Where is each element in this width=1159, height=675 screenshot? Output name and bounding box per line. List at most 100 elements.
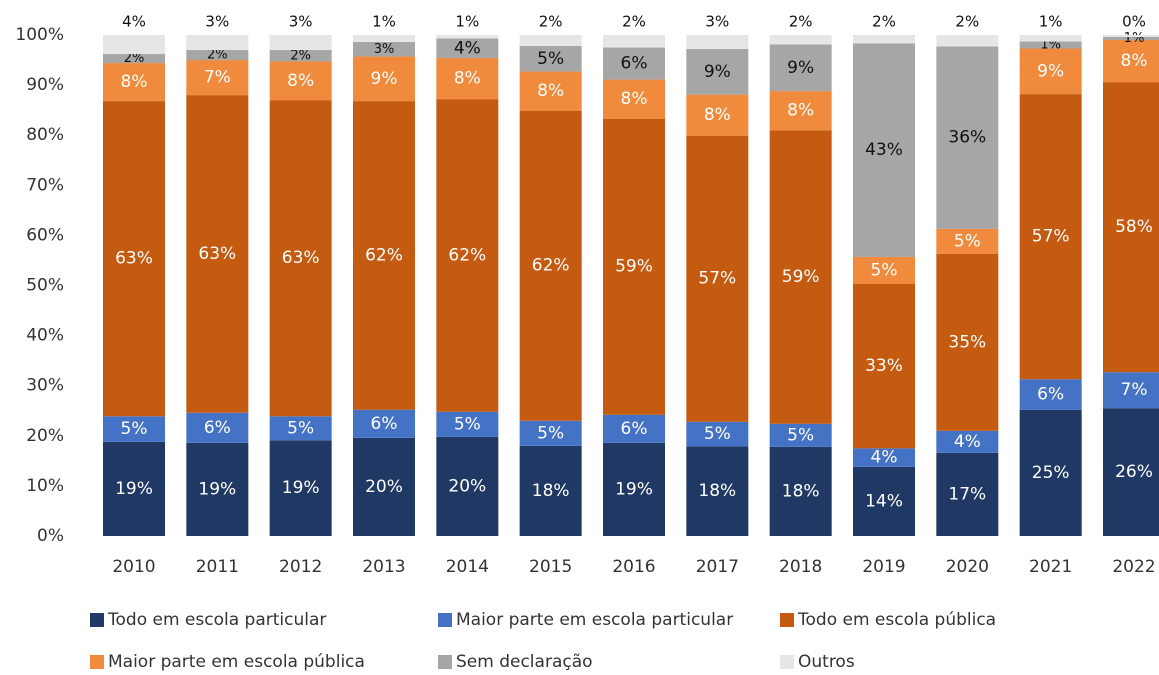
data-label: 8%	[787, 101, 814, 121]
bar-segment	[186, 95, 249, 413]
bar-segment	[853, 43, 915, 257]
data-label: 7%	[204, 68, 231, 88]
x-tick-label: 2019	[862, 557, 905, 577]
data-label: 2%	[290, 48, 311, 63]
data-label: 2%	[539, 13, 563, 31]
legend-label: Maior parte em escola pública	[108, 652, 365, 672]
data-label: 5%	[537, 49, 564, 69]
bar-segment	[603, 118, 665, 415]
data-label: 4%	[454, 38, 481, 58]
y-tick-label: 50%	[26, 276, 64, 296]
bar-segment	[1103, 35, 1159, 38]
bar-segment	[519, 46, 582, 72]
data-label: 9%	[787, 58, 814, 78]
data-label: 8%	[1121, 51, 1148, 71]
bar-segment	[186, 412, 249, 443]
data-label: 59%	[782, 267, 820, 287]
y-tick-label: 30%	[26, 376, 64, 396]
data-label: 58%	[1115, 217, 1153, 237]
bar-segment	[853, 466, 915, 536]
x-tick-label: 2011	[196, 557, 239, 577]
bar-segment	[1103, 82, 1159, 373]
data-label: 2%	[789, 13, 813, 31]
data-label: 63%	[115, 249, 153, 269]
data-label: 43%	[865, 140, 903, 160]
data-label: 57%	[1032, 227, 1070, 247]
bar-segment	[1103, 40, 1159, 83]
data-label: 62%	[448, 245, 486, 265]
data-label: 19%	[198, 479, 236, 499]
data-label: 20%	[448, 476, 486, 496]
data-label: 9%	[1037, 61, 1064, 81]
bar-segment	[769, 35, 832, 45]
data-label: 6%	[204, 418, 231, 438]
bar-segment	[103, 441, 165, 536]
data-label: 8%	[704, 105, 731, 125]
data-label: 9%	[371, 69, 398, 89]
bar-segment	[853, 256, 915, 284]
x-tick-label: 2016	[612, 557, 655, 577]
data-label: 19%	[115, 479, 153, 499]
data-label: 3%	[289, 13, 313, 31]
data-label: 17%	[948, 484, 986, 504]
data-label: 33%	[865, 356, 903, 376]
bar-segment	[686, 135, 749, 422]
data-label: 5%	[454, 414, 481, 434]
bar-segment	[1019, 379, 1082, 410]
data-label: 2%	[207, 48, 228, 63]
bar-segment	[686, 94, 749, 136]
bar-segment	[103, 54, 165, 64]
bar-segment	[1019, 35, 1082, 42]
data-label: 26%	[1115, 462, 1153, 482]
data-label: 4%	[954, 432, 981, 452]
data-label: 5%	[121, 419, 148, 439]
bar-segment	[769, 446, 832, 536]
bar-segment	[853, 35, 915, 44]
bar-segment	[353, 437, 415, 536]
data-label: 5%	[871, 260, 898, 280]
data-label: 1%	[372, 13, 396, 31]
bar-segment	[269, 440, 332, 536]
data-label: 14%	[865, 491, 903, 511]
data-label: 5%	[287, 418, 314, 438]
y-tick-label: 70%	[26, 175, 64, 195]
bar-segment	[1103, 372, 1159, 409]
data-label: 2%	[124, 51, 145, 66]
data-label: 0%	[1122, 13, 1146, 31]
legend-swatch	[90, 655, 104, 669]
data-label: 6%	[621, 54, 648, 74]
y-tick-label: 10%	[26, 476, 64, 496]
data-label: 1%	[455, 13, 479, 31]
x-tick-label: 2014	[446, 557, 489, 577]
bar-segment	[186, 442, 249, 536]
data-label: 5%	[954, 231, 981, 251]
bar-segment	[519, 71, 582, 111]
data-label: 5%	[537, 423, 564, 443]
data-label: 6%	[1037, 384, 1064, 404]
bar-segment	[1103, 37, 1159, 41]
bar-segment	[1103, 408, 1159, 536]
bar-segment	[686, 446, 749, 536]
bar-segment	[1019, 48, 1082, 95]
data-label: 3%	[205, 13, 229, 31]
data-label: 3%	[705, 13, 729, 31]
bar-segment	[769, 91, 832, 131]
data-label: 2%	[872, 13, 896, 31]
bar-segment	[353, 42, 415, 57]
data-label: 20%	[365, 477, 403, 497]
bar-segment	[853, 283, 915, 449]
data-label: 2%	[622, 13, 646, 31]
bar-segment	[269, 100, 332, 417]
bar-segment	[519, 445, 582, 536]
data-label: 59%	[615, 257, 653, 277]
legend-swatch	[90, 613, 104, 627]
bar-segment	[353, 101, 415, 410]
bar-segment	[436, 35, 499, 39]
bar-segment	[353, 56, 415, 102]
bar-segment	[436, 99, 499, 412]
bar-segment	[353, 409, 415, 438]
data-label: 63%	[198, 244, 236, 264]
y-tick-label: 90%	[26, 75, 64, 95]
data-label: 9%	[704, 62, 731, 82]
